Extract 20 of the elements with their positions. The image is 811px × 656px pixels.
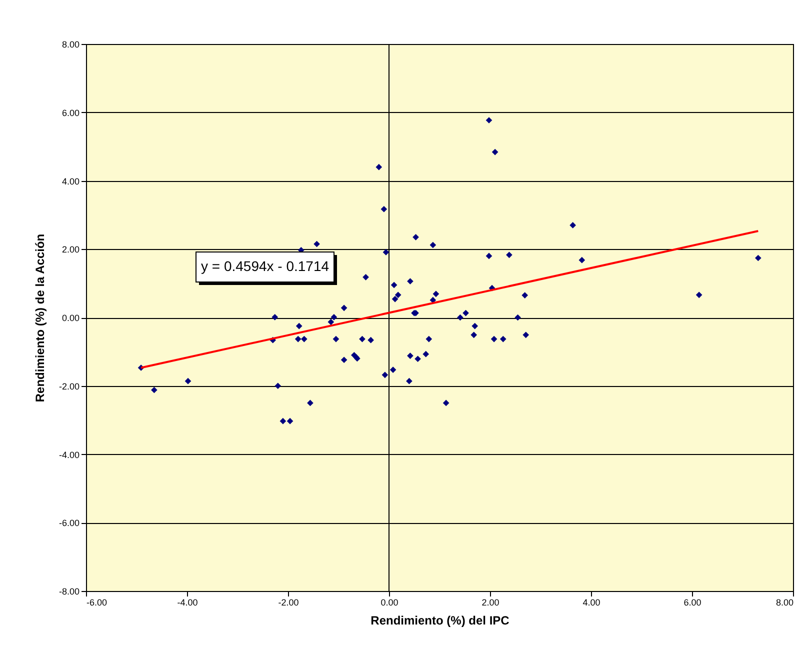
y-tick-label: -8.00: [58, 586, 80, 596]
x-tick-label: 8.00: [776, 598, 794, 608]
x-tick-label: 0.00: [380, 598, 398, 608]
x-tick-label: -2.00: [278, 598, 299, 608]
y-tick-label: -2.00: [58, 381, 80, 392]
x-axis-title: Rendimiento (%) del IPC: [370, 614, 510, 628]
x-tick-label: -6.00: [86, 598, 108, 608]
y-tick-label: 2.00: [62, 244, 80, 255]
y-tick-label: 0.00: [62, 313, 80, 323]
y-tick-label: 8.00: [62, 40, 80, 50]
y-tick-label: 6.00: [62, 108, 80, 118]
annotation: y = 0.4594x - 0.1714: [200, 258, 330, 274]
y-tick-label: -4.00: [58, 450, 80, 460]
x-tick-label: 6.00: [684, 598, 702, 608]
x-tick-label: 4.00: [582, 598, 600, 608]
y-axis-title: Rendimiento (%) de la Acción: [32, 234, 47, 402]
x-tick-label: -4.00: [177, 598, 198, 608]
y-tick-label: 4.00: [62, 176, 80, 186]
y-tick-label: -6.00: [58, 518, 80, 528]
x-tick-label: 2.00: [482, 598, 500, 608]
